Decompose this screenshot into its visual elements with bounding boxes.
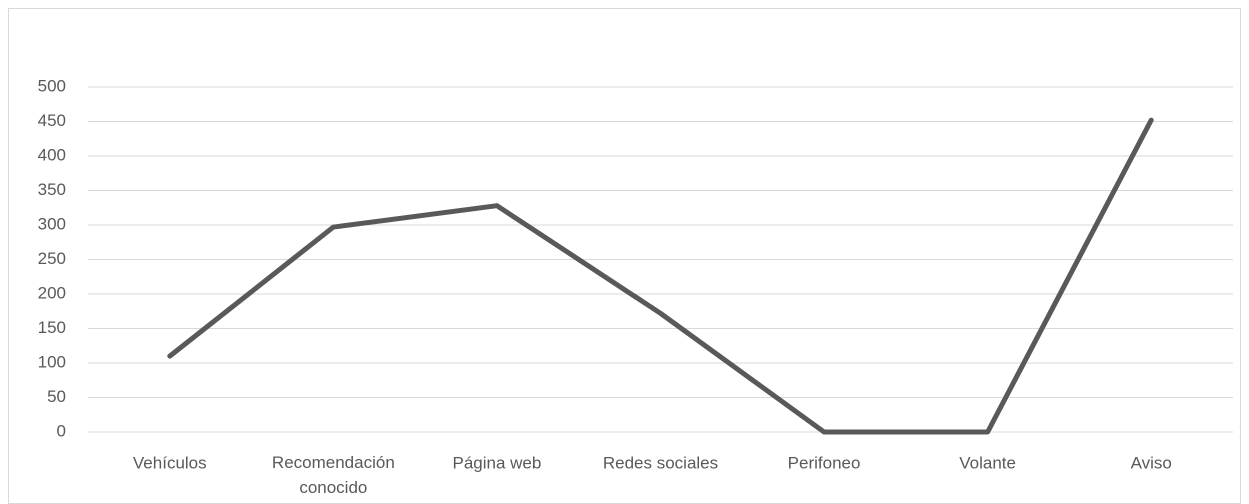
y-tick-label: 400 [38,145,66,164]
y-tick-label: 200 [38,283,66,302]
y-tick-label: 300 [38,214,66,233]
x-tick-label: Recomendación conocido [272,453,395,497]
x-tick-label: Vehículos [133,453,207,472]
x-tick-label: Página web [453,453,542,472]
y-tick-label: 500 [38,76,66,95]
y-tick-label: 250 [38,249,66,268]
y-tick-label: 100 [38,352,66,371]
x-tick-label: Aviso [1131,453,1172,472]
x-tick-label: Redes sociales [603,453,718,472]
chart-border [8,8,1241,504]
y-tick-label: 350 [38,180,66,199]
data-line [167,117,1154,435]
x-tick-label: Volante [959,453,1016,472]
y-tick-label: 450 [38,111,66,130]
x-tick-label: Perifoneo [788,453,861,472]
y-tick-label: 0 [57,421,66,440]
y-tick-label: 50 [47,387,66,406]
y-tick-label: 150 [38,318,66,337]
